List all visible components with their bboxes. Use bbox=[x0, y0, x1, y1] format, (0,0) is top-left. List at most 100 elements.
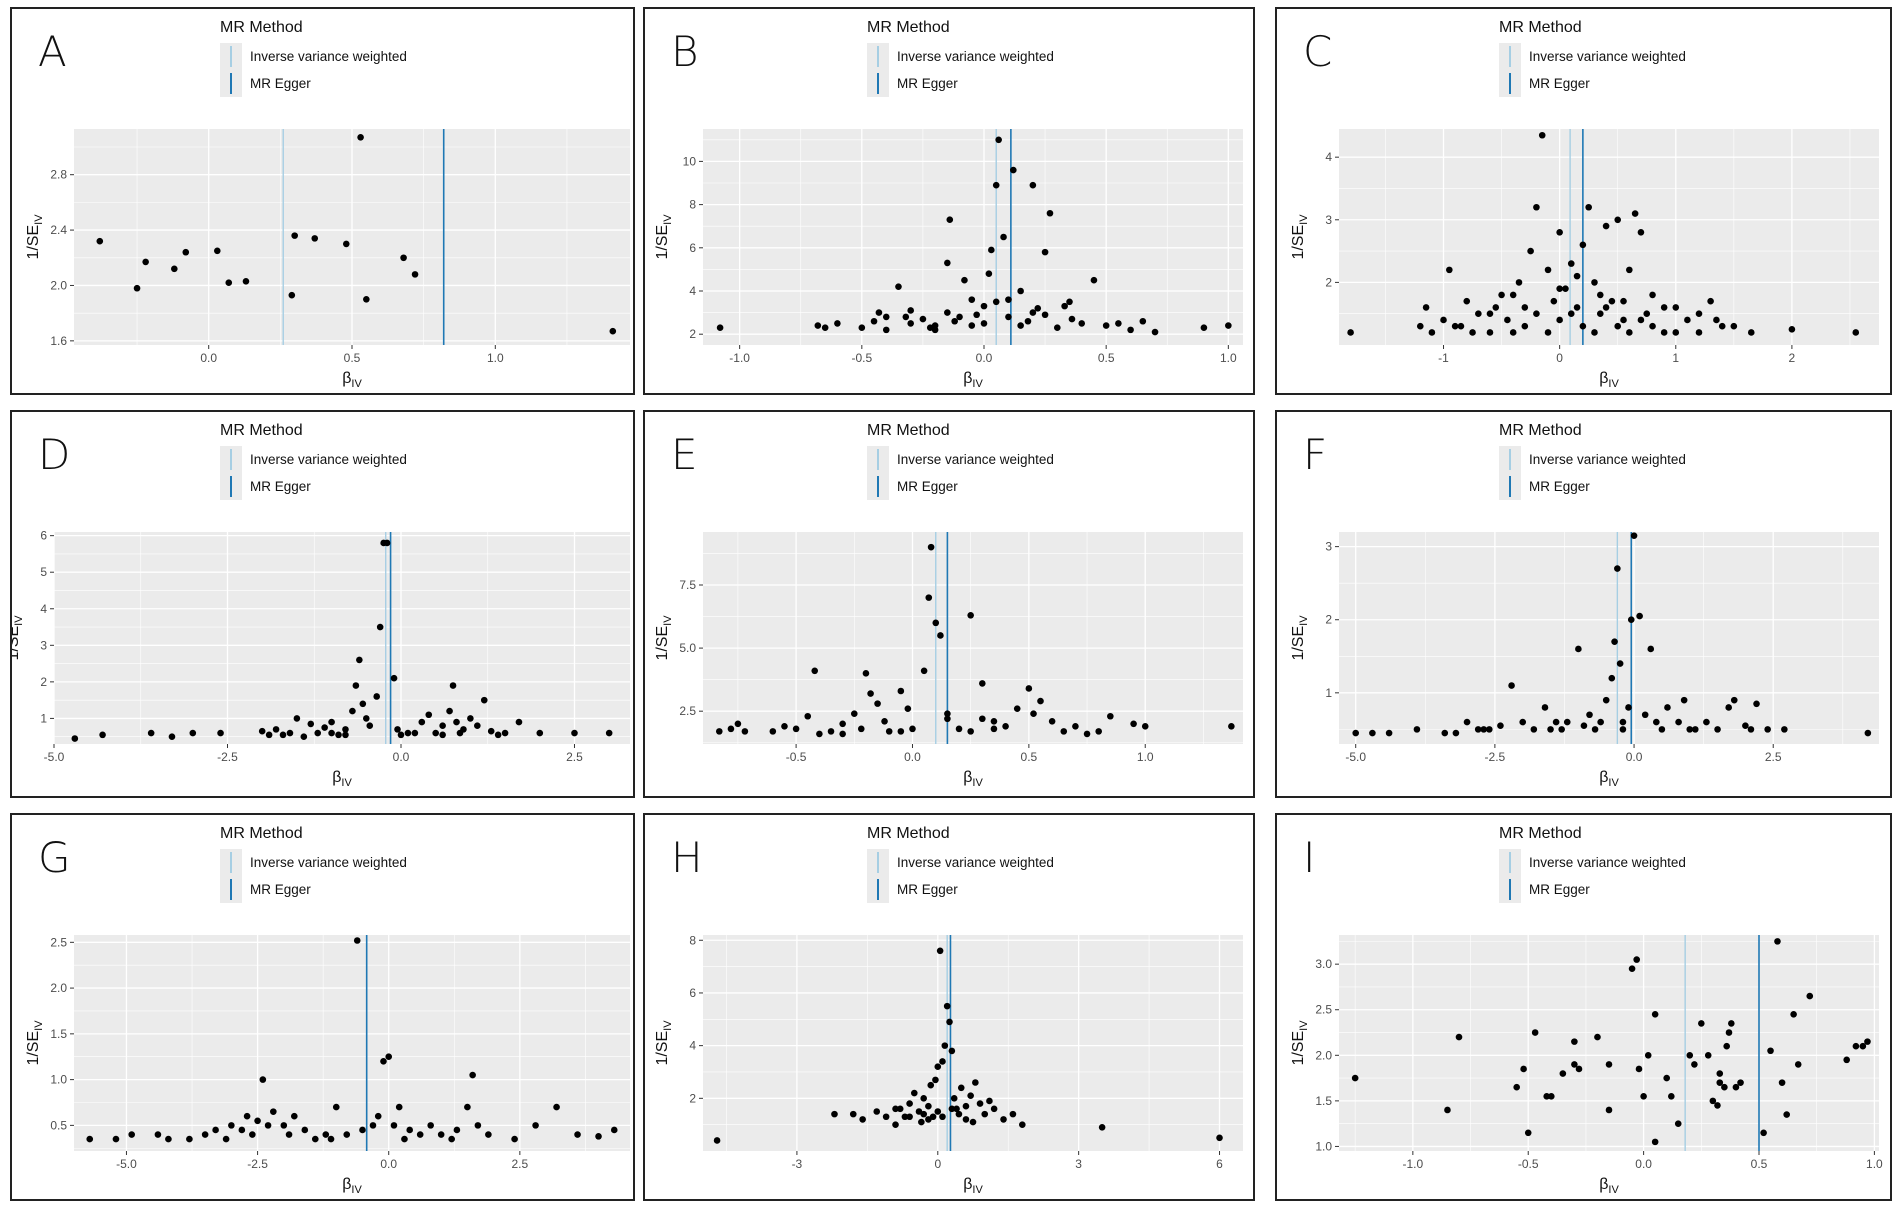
panel-label: F bbox=[1303, 430, 1328, 479]
data-point bbox=[968, 322, 976, 329]
x-tick-label: 1.0 bbox=[1220, 351, 1237, 365]
x-tick-label: 0.0 bbox=[1635, 1157, 1652, 1171]
y-axis-label: 1/SEIV bbox=[25, 1020, 45, 1066]
y-tick-label: 2.5 bbox=[1315, 1003, 1332, 1017]
legend-title: MR Method bbox=[220, 19, 303, 36]
data-point bbox=[1508, 682, 1515, 689]
data-point bbox=[976, 1100, 984, 1107]
data-point bbox=[1653, 718, 1660, 726]
plot-background bbox=[703, 935, 1243, 1151]
data-point bbox=[1556, 229, 1563, 236]
data-point bbox=[727, 725, 735, 733]
data-point bbox=[1716, 1079, 1724, 1086]
data-point bbox=[936, 947, 944, 955]
legend-key-icon bbox=[1499, 473, 1521, 500]
data-point bbox=[474, 722, 481, 730]
data-point bbox=[259, 1076, 267, 1083]
data-point bbox=[937, 632, 944, 639]
data-point bbox=[1486, 726, 1493, 733]
y-tick-label: 2.5 bbox=[50, 935, 67, 949]
data-point bbox=[948, 1047, 956, 1055]
legend: MR Method Inverse variance weighted MR Egg… bbox=[867, 825, 1054, 903]
y-tick-label: 2 bbox=[40, 675, 47, 689]
data-point bbox=[279, 731, 287, 739]
data-point bbox=[1732, 1083, 1740, 1091]
data-point bbox=[1778, 1079, 1786, 1086]
data-point bbox=[995, 136, 1002, 144]
data-point bbox=[1025, 685, 1033, 692]
data-point bbox=[1029, 181, 1037, 189]
data-point bbox=[571, 729, 578, 737]
data-point bbox=[1626, 329, 1633, 336]
data-point bbox=[406, 1126, 413, 1134]
data-point bbox=[741, 728, 749, 735]
data-point bbox=[217, 729, 224, 737]
data-point bbox=[1005, 313, 1012, 321]
data-point bbox=[1630, 532, 1638, 539]
data-point bbox=[1686, 726, 1694, 733]
data-point bbox=[142, 258, 149, 266]
data-point bbox=[332, 1103, 340, 1111]
data-point bbox=[1225, 322, 1232, 329]
data-point bbox=[939, 1058, 946, 1065]
data-point bbox=[927, 1081, 935, 1089]
data-point bbox=[1563, 718, 1571, 726]
x-axis-label: βIV bbox=[963, 1176, 983, 1196]
data-point bbox=[990, 1105, 998, 1113]
data-point bbox=[882, 313, 890, 321]
y-axis-label: 1/SEIV bbox=[654, 615, 674, 661]
data-point bbox=[811, 667, 819, 675]
plot-background bbox=[703, 532, 1243, 744]
plot-background bbox=[54, 532, 630, 744]
data-point bbox=[715, 728, 723, 735]
data-point bbox=[1794, 1061, 1802, 1068]
data-point bbox=[967, 728, 974, 735]
y-tick-label: 1.5 bbox=[1315, 1094, 1332, 1108]
data-point bbox=[1558, 726, 1565, 733]
data-point bbox=[1078, 320, 1086, 327]
plot-background bbox=[703, 129, 1243, 345]
data-point bbox=[432, 729, 439, 737]
legend-key-icon bbox=[220, 446, 242, 473]
data-point bbox=[932, 1076, 939, 1084]
legend-key-icon bbox=[220, 876, 242, 903]
panel-h: H MR Method Inverse variance weighted MR Eg… bbox=[643, 813, 1255, 1201]
legend-label: Inverse variance weighted bbox=[250, 49, 407, 64]
data-point bbox=[1090, 276, 1098, 284]
legend-key-icon bbox=[1499, 849, 1521, 876]
data-point bbox=[1547, 726, 1554, 733]
y-tick-label: 2.0 bbox=[1315, 1048, 1332, 1062]
data-point bbox=[1575, 645, 1582, 653]
data-point bbox=[1691, 726, 1699, 733]
data-point bbox=[1637, 316, 1645, 324]
data-point bbox=[734, 720, 742, 728]
data-point bbox=[1041, 248, 1049, 256]
x-tick-label: -1.0 bbox=[729, 351, 750, 365]
data-point bbox=[1788, 326, 1796, 333]
data-point bbox=[1721, 1083, 1728, 1091]
data-point bbox=[286, 729, 294, 737]
data-point bbox=[328, 718, 335, 726]
legend-label: MR Egger bbox=[897, 479, 958, 494]
data-point bbox=[390, 1122, 398, 1129]
x-tick-label: 0.0 bbox=[380, 1157, 397, 1171]
data-point bbox=[1730, 696, 1738, 704]
legend-item: MR Egger bbox=[867, 473, 1054, 500]
data-point bbox=[1753, 700, 1760, 708]
legend: MR Method Inverse variance weighted MR Egg… bbox=[220, 19, 407, 97]
data-point bbox=[222, 1135, 230, 1143]
data-point bbox=[1531, 1029, 1539, 1036]
data-point bbox=[1141, 723, 1149, 730]
data-point bbox=[973, 311, 980, 319]
data-point bbox=[895, 283, 902, 290]
y-tick-label: 4 bbox=[689, 284, 696, 298]
data-point bbox=[769, 728, 777, 735]
data-point bbox=[238, 1126, 246, 1134]
data-point bbox=[781, 723, 788, 730]
legend-item: Inverse variance weighted bbox=[867, 849, 1054, 876]
data-point bbox=[1550, 297, 1558, 305]
data-point bbox=[1672, 329, 1680, 336]
data-point bbox=[437, 1131, 445, 1138]
data-point bbox=[1034, 304, 1042, 312]
legend-item: MR Egger bbox=[1499, 70, 1686, 97]
